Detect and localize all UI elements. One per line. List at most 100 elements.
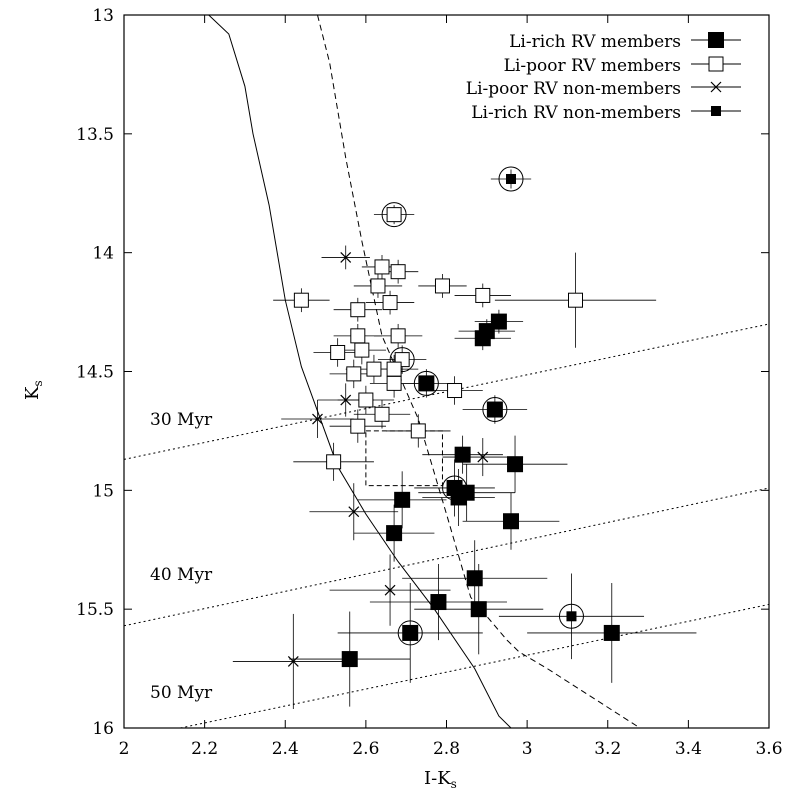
- small-filled-square-marker: [566, 611, 577, 622]
- open-square-marker: [708, 56, 724, 72]
- cross-marker: [340, 394, 352, 406]
- y-tick-label: 14: [92, 244, 114, 264]
- open-square-marker: [390, 328, 406, 344]
- y-axis-title-main: K: [22, 386, 43, 400]
- open-square-marker: [326, 454, 342, 470]
- open-square-marker: [366, 361, 382, 377]
- cross-marker: [348, 506, 360, 518]
- cross-marker: [477, 451, 489, 463]
- x-axis-ticks: 2 2.2 2.4 2.6 2.8 3 3.2 3.4 3.6: [119, 15, 783, 759]
- x-tick-label: 3.4: [675, 739, 702, 759]
- open-square-marker: [346, 366, 362, 382]
- open-square-marker: [410, 423, 426, 439]
- open-square-marker: [293, 292, 309, 308]
- filled-square-marker: [430, 594, 447, 611]
- isochrone-label-40: 40 Myr: [150, 565, 213, 585]
- y-tick-label: 15.5: [76, 600, 114, 620]
- x-axis-title-sub: s: [451, 777, 457, 791]
- dotted-curve: [124, 487, 769, 627]
- small-filled-square-marker: [506, 173, 516, 184]
- x-tick-label: 3: [522, 739, 533, 759]
- y-tick-label: 16: [92, 719, 114, 739]
- filled-square-marker: [490, 313, 507, 330]
- svg-text:Ks: Ks: [22, 380, 45, 400]
- x-tick-label: 3.2: [594, 739, 621, 759]
- small-filled-square-marker: [711, 106, 721, 116]
- open-square-marker: [374, 259, 390, 275]
- cross-marker: [287, 656, 299, 667]
- cross-marker: [340, 251, 352, 263]
- x-tick-label: 2.2: [191, 739, 218, 759]
- filled-square-marker: [341, 651, 358, 668]
- highlight-circle: [498, 166, 524, 192]
- y-tick-label: 14.5: [76, 363, 114, 383]
- open-square-marker: [568, 292, 583, 308]
- x-tick-label: 3.6: [755, 739, 782, 759]
- dashed-region-box: [365, 430, 443, 487]
- error-bars: [232, 169, 697, 709]
- filled-square-marker: [418, 375, 435, 392]
- y-axis-ticks: 13 13.5 14 14.5 15 15.5 16: [76, 6, 769, 739]
- open-square-marker: [350, 418, 366, 434]
- filled-square-marker: [474, 330, 491, 347]
- filled-square-marker: [603, 624, 620, 641]
- filled-square-marker: [708, 32, 724, 48]
- x-axis-title-main: I-K: [424, 768, 451, 789]
- filled-square-marker: [402, 624, 419, 641]
- filled-square-marker: [450, 489, 467, 506]
- highlight-circle: [413, 370, 439, 396]
- legend-label-li-poor-members: Li-poor RV members: [504, 56, 681, 76]
- open-square-marker: [434, 278, 450, 294]
- legend-symbols: [691, 32, 741, 116]
- filled-square-marker: [466, 570, 483, 587]
- open-square-marker: [354, 342, 370, 358]
- legend: Li-rich RV members Li-poor RV members Li…: [466, 32, 741, 123]
- highlight-circle: [389, 347, 415, 373]
- cross-marker: [312, 413, 323, 425]
- filled-square-marker: [486, 401, 503, 418]
- x-tick-label: 2.4: [272, 739, 299, 759]
- svg-text:I-Ks: I-Ks: [424, 768, 457, 791]
- filled-square-marker: [470, 601, 487, 618]
- highlight-circle: [558, 603, 584, 629]
- dashed-curve: [317, 15, 641, 728]
- filled-square-marker: [503, 513, 519, 530]
- open-square-marker: [447, 383, 463, 399]
- cross-marker: [384, 584, 396, 596]
- isochrone-label-30: 30 Myr: [150, 410, 213, 430]
- x-tick-label: 2.6: [352, 739, 379, 759]
- open-square-marker: [370, 278, 386, 294]
- open-square-marker: [386, 207, 402, 223]
- legend-label-li-rich-nonmembers: Li-rich RV non-members: [471, 103, 681, 123]
- open-square-marker: [330, 344, 346, 360]
- open-square-marker: [374, 406, 390, 422]
- open-square-marker: [390, 264, 406, 280]
- x-axis-title: I-Ks: [424, 768, 457, 791]
- dashed-box: [365, 430, 443, 487]
- filled-square-marker: [386, 525, 403, 542]
- y-tick-label: 13.5: [76, 125, 114, 145]
- open-square-marker: [358, 392, 374, 408]
- highlight-circle: [397, 620, 423, 646]
- filled-square-marker: [394, 491, 411, 508]
- highlight-circle: [381, 202, 407, 228]
- y-tick-label: 13: [92, 6, 114, 26]
- legend-label-li-rich-members: Li-rich RV members: [509, 32, 681, 52]
- legend-label-li-poor-nonmembers: Li-poor RV non-members: [466, 79, 681, 99]
- dotted-curve: [180, 603, 769, 728]
- data-markers: [287, 166, 620, 668]
- open-square-marker: [386, 375, 402, 391]
- highlight-circle: [482, 397, 508, 423]
- filled-square-marker: [507, 456, 524, 473]
- open-square-marker: [350, 328, 366, 344]
- open-square-marker: [475, 287, 491, 303]
- open-square-marker: [382, 295, 398, 311]
- x-tick-label: 2.8: [433, 739, 460, 759]
- dotted-curve: [124, 323, 769, 460]
- y-axis-title-sub: s: [31, 380, 45, 386]
- filled-square-marker: [454, 446, 471, 463]
- x-tick-label: 2: [119, 739, 130, 759]
- y-axis-title: Ks: [22, 380, 45, 400]
- cross-marker: [710, 81, 722, 93]
